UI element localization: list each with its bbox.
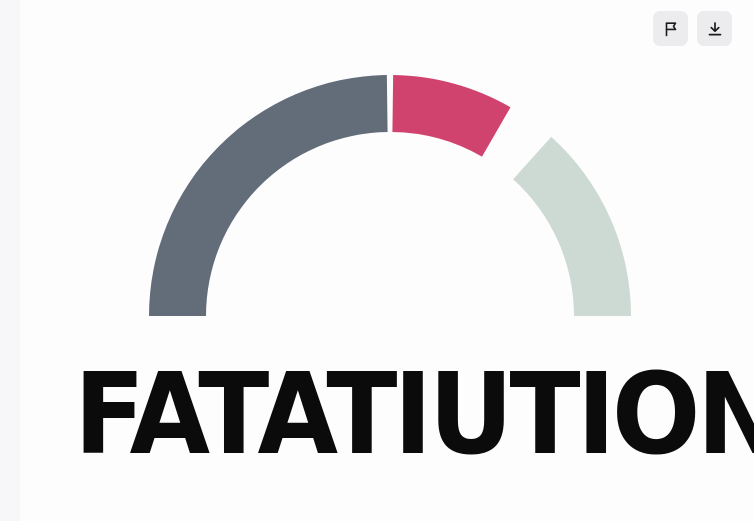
flag-icon (665, 21, 676, 36)
download-icon (708, 21, 721, 35)
report-button[interactable] (653, 11, 688, 46)
gauge-title: FATATIUTION (74, 350, 754, 480)
gauge-segment-1 (149, 75, 388, 316)
image-canvas: FATATIUTION (20, 0, 754, 521)
download-button[interactable] (697, 11, 732, 46)
image-toolbar (653, 11, 732, 46)
gauge-segment-2 (392, 75, 511, 157)
left-panel-edge (0, 0, 20, 521)
gauge-chart (149, 75, 631, 316)
gauge-segment-3 (513, 136, 631, 316)
